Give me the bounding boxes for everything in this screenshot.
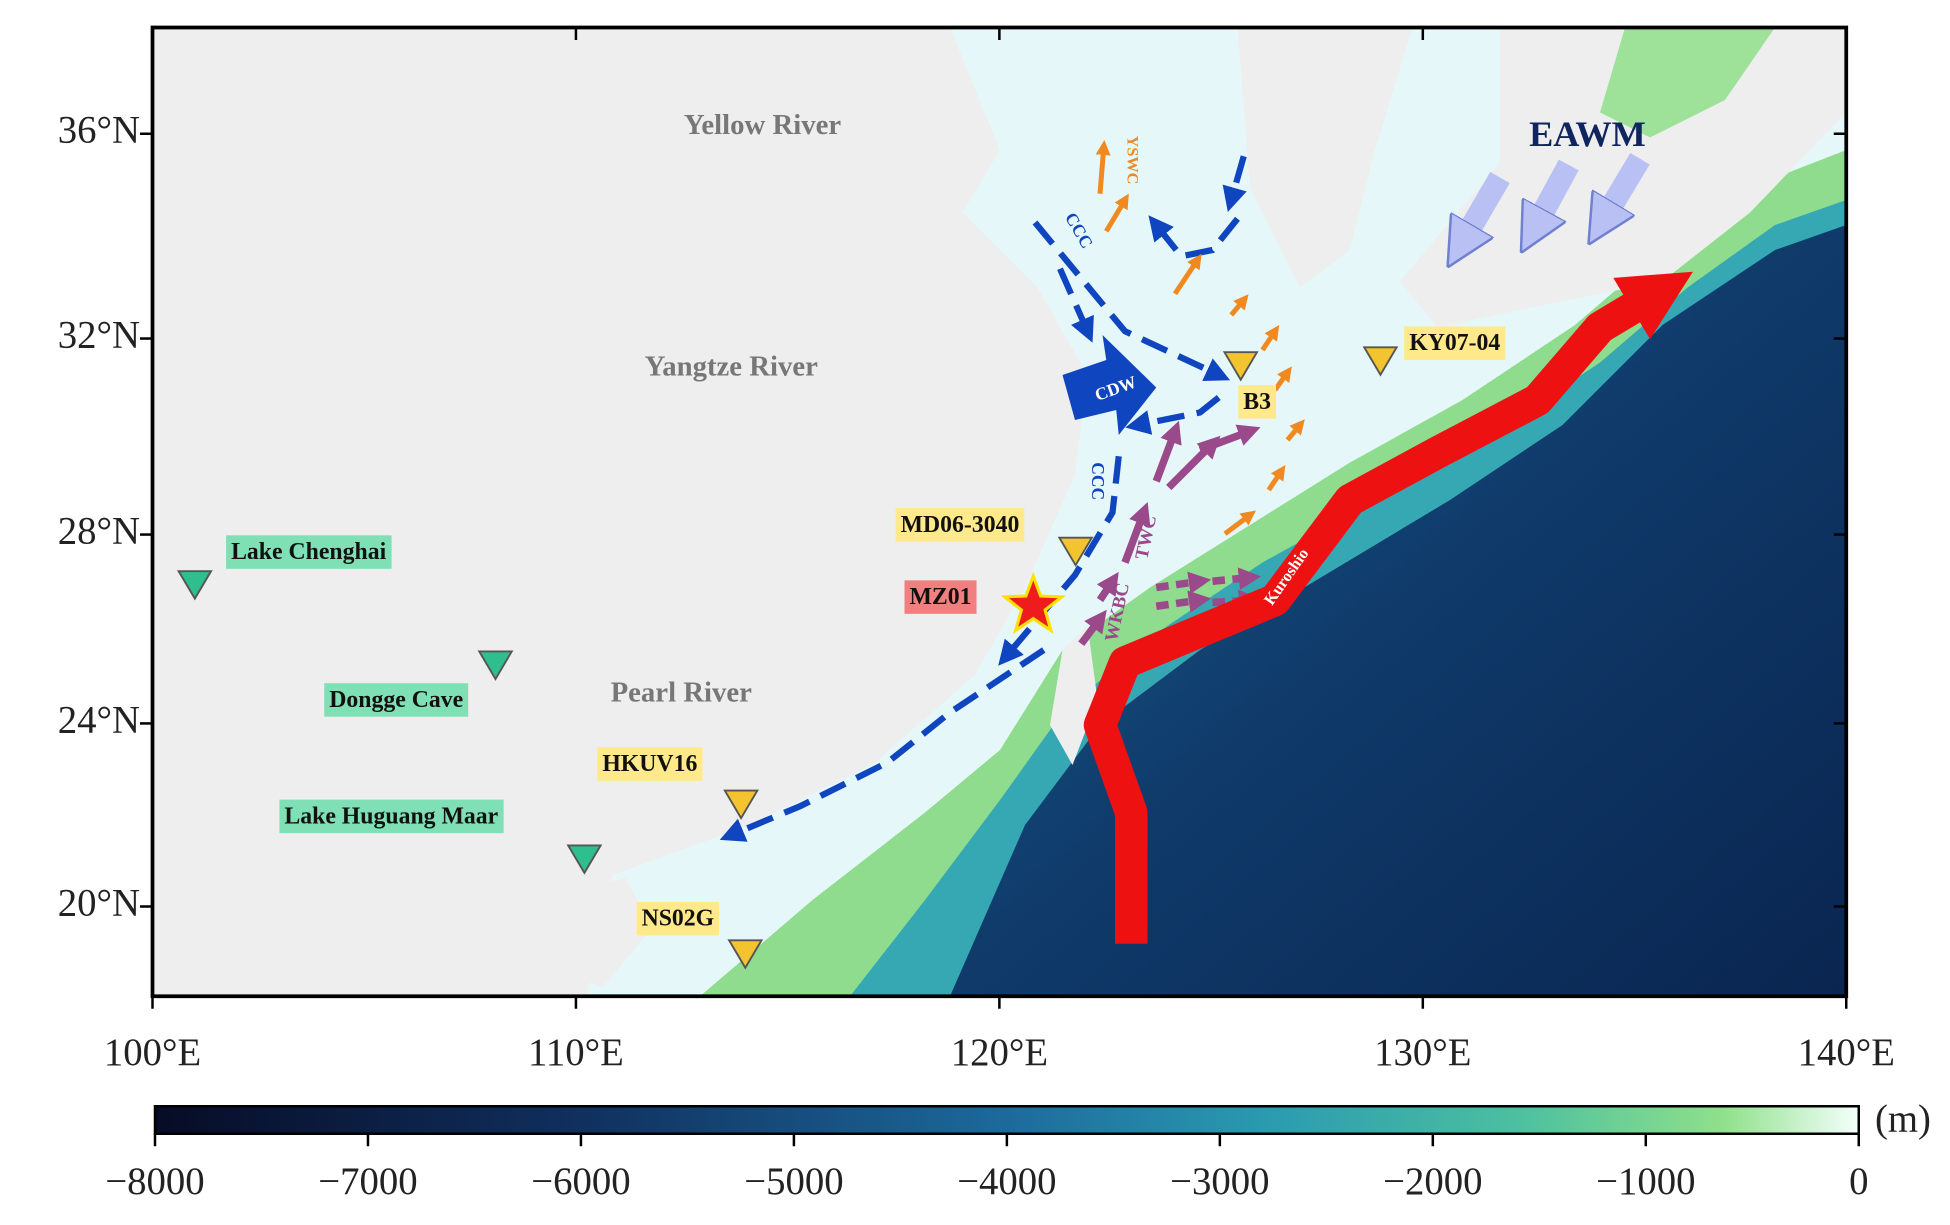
site-marker [566,844,603,875]
monsoon-arrow [1538,159,1579,223]
river-label: Yangtze River [645,350,818,382]
colorbar-unit: (m) [1875,1097,1931,1140]
sea-of-japan [1600,27,1775,138]
site-marker [477,650,514,681]
site-label-bg [1238,385,1277,419]
current-label: YSWC [1124,136,1142,185]
colorbar-tick-label: −7000 [318,1160,417,1203]
lon-tick-label: 110°E [528,1031,624,1074]
river-label: Pearl River [611,677,753,709]
lon-tick-label: 130°E [1374,1031,1471,1074]
lon-tick-label: 140°E [1798,1031,1895,1074]
site-label-bg [324,683,469,717]
lat-tick-label: 20°N [58,881,140,924]
colorbar-tick-label: 0 [1849,1160,1868,1203]
site-label: Dongge Cave [329,687,463,713]
colorbar-tick-label: −2000 [1383,1160,1482,1203]
lon-tick-label: 120°E [951,1031,1048,1074]
taiwan-currents [1078,420,1262,646]
colorbar-tick-label: −8000 [105,1160,204,1203]
current-label: EAWM [1529,114,1646,154]
site-label: KY07-04 [1409,330,1500,356]
lat-tick-label: 24°N [58,698,140,741]
site-marker [1057,536,1094,568]
site-label-bg [226,535,392,569]
current-arrow [1229,294,1249,317]
site-label: MD06-3040 [901,512,1020,538]
site-label-bg [904,580,977,614]
kuroshio-arrow [1083,271,1693,944]
current-arrow [1096,571,1119,603]
current-arrow [1260,325,1280,352]
site-label: MZ01 [910,584,972,610]
site-marker [727,939,764,970]
yellow-sea-currents [1095,140,1305,536]
axes: 100°E 110°E 120°E 130°E 140°E 20°N 24°N 28°N 32°… [58,27,1895,1203]
colorbar-tick-label: −4000 [957,1160,1056,1203]
current-arrow [1198,424,1261,454]
colorbar-tick-label: −3000 [1170,1160,1269,1203]
site-marker [723,789,759,820]
current-arrow [1078,609,1107,646]
site-label-bg [636,901,720,936]
current-arrow [1285,419,1305,442]
site-label: Lake Huguang Maar [284,803,498,829]
current-arrow [1155,590,1212,613]
site-label-bg [279,799,504,834]
monsoon-arrow [1606,152,1650,215]
current-arrow [1148,215,1240,260]
current-arrow [1266,465,1286,492]
site-marker [176,570,213,601]
current-arrow [1222,155,1247,213]
current-arrow [1272,366,1292,392]
current-arrow [1125,395,1221,435]
colorbar-tick-label: −6000 [531,1160,630,1203]
colorbar [153,1105,1860,1135]
current-arrow [1155,571,1212,594]
current-arrow [1172,253,1202,296]
monsoon-arrows [1465,152,1650,238]
current-arrow [1223,510,1256,536]
core-marker [1000,571,1067,635]
lat-tick-label: 32°N [58,313,140,356]
site-label: Lake Chenghai [231,539,386,565]
current-arrow [1212,567,1262,590]
current-arrow [1032,220,1231,382]
current-arrow [1057,267,1094,343]
monsoon-arrow [1465,171,1510,238]
colorbar-tick-label: −5000 [744,1160,843,1203]
current-arrow [1104,193,1129,233]
current-label: CCC [1088,462,1108,500]
colorbar-tick-label: −1000 [1596,1160,1695,1203]
site-marker [1222,351,1259,382]
site-label-bg [597,747,703,781]
lon-tick-label: 100°E [104,1031,201,1074]
river-label: Yellow River [684,109,842,141]
site-label-bg [895,508,1025,542]
korea [1237,27,1413,288]
lat-tick-label: 36°N [58,109,140,152]
deep-ocean [950,225,1847,997]
site-marker [1362,346,1399,377]
current-arrow [1095,140,1111,194]
site-label-bg [1404,326,1506,360]
site-label: NS02G [642,906,715,932]
sites: Lake Chenghai Dongge Cave Lake Huguang Maa… [176,326,1506,970]
current-arrow [1152,420,1182,483]
basemap: Yellow River Yangtze River Pearl River Y… [152,27,1847,997]
cdw-arrow [1062,335,1157,435]
site-label: HKUV16 [602,751,697,777]
hainan [550,877,653,988]
site-label: B3 [1243,389,1271,415]
lat-tick-label: 28°N [58,509,140,552]
current-arrow [1121,501,1151,564]
